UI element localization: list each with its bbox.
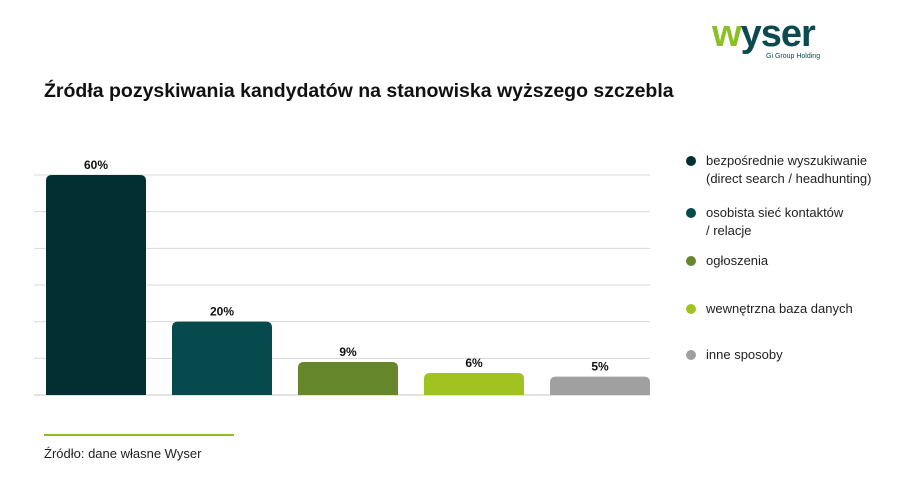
bar-4 xyxy=(424,373,524,395)
legend-dot-icon xyxy=(686,156,696,166)
legend-label: ogłoszenia xyxy=(706,253,769,268)
data-label-4: 6% xyxy=(465,356,483,370)
data-label-3: 9% xyxy=(339,345,357,359)
logo-accent-letter: w xyxy=(712,13,742,55)
legend-dot-icon xyxy=(686,208,696,218)
legend-dot-icon xyxy=(686,256,696,266)
data-label-2: 20% xyxy=(210,305,234,319)
data-label-5: 5% xyxy=(591,360,609,374)
legend-label: osobista sieć kontaktów / relacje xyxy=(706,205,844,238)
source-divider xyxy=(44,434,234,436)
logo-wordmark: wyser xyxy=(712,13,816,55)
legend-dot-icon xyxy=(686,350,696,360)
logo-word-rest: yser xyxy=(740,13,816,55)
bar-3 xyxy=(298,362,398,395)
data-label-1: 60% xyxy=(84,158,108,172)
legend-label: inne sposoby xyxy=(706,347,783,362)
source-note: Źródło: dane własne Wyser xyxy=(44,446,202,461)
logo-subtitle: Gi Group Holding xyxy=(766,53,821,60)
legend-label: wewnętrzna baza danych xyxy=(706,301,853,316)
legend-dot-icon xyxy=(686,304,696,314)
wyser-logo: wyser Gi Group Holding xyxy=(712,14,832,64)
legend-label: bezpośrednie wyszukiwanie (direct search… xyxy=(706,153,872,186)
bar-2 xyxy=(172,321,272,395)
bar-chart: 60% 20% 9% 6% 5% xyxy=(34,158,650,396)
chart-title: Źródła pozyskiwania kandydatów na stanow… xyxy=(44,80,674,102)
bar-1 xyxy=(46,175,146,395)
bar-5 xyxy=(550,376,650,395)
